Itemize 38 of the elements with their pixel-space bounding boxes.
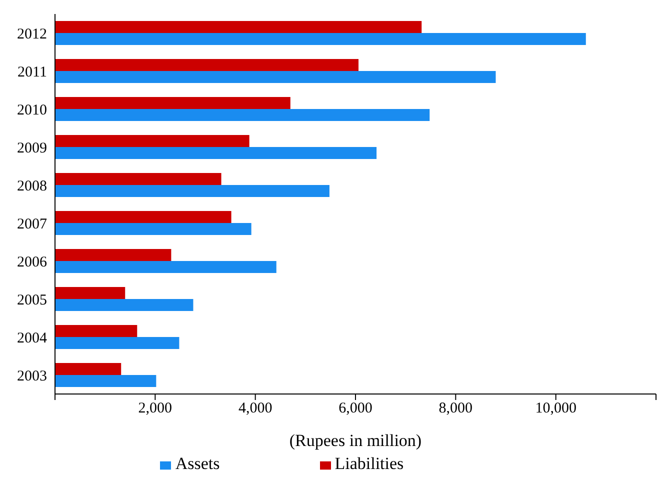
bar	[55, 299, 194, 311]
bar	[55, 97, 290, 109]
x-tick-label: 4,000	[238, 400, 272, 417]
y-tick-label: 2006	[17, 254, 48, 270]
y-tick-label: 2012	[17, 26, 47, 42]
bar	[55, 337, 180, 349]
bar	[55, 261, 276, 273]
bar	[55, 135, 250, 147]
x-tick-label: 6,000	[338, 400, 372, 417]
bar	[55, 59, 359, 71]
y-tick-label: 2003	[17, 368, 47, 384]
x-axis-title: (Rupees in million)	[289, 431, 422, 450]
x-tick-label: 2,000	[138, 400, 172, 417]
x-tick-label: 10,000	[535, 400, 576, 417]
bar	[55, 71, 496, 83]
bar	[55, 109, 430, 121]
bar	[55, 249, 172, 261]
y-tick-label: 2004	[17, 330, 48, 346]
bar	[55, 21, 422, 33]
bar	[55, 33, 586, 45]
y-tick-label: 2007	[17, 216, 48, 232]
bar	[55, 211, 232, 223]
bar	[55, 287, 126, 299]
bar	[55, 325, 138, 337]
bar	[55, 173, 222, 185]
bar	[55, 185, 330, 197]
y-tick-label: 2010	[17, 102, 47, 118]
legend-label: Liabilities	[334, 454, 404, 473]
y-tick-label: 2011	[18, 64, 47, 80]
legend-label: Assets	[175, 454, 220, 473]
y-tick-label: 2008	[17, 178, 47, 194]
bar	[55, 147, 377, 159]
x-tick-label: 8,000	[438, 400, 473, 417]
bar	[55, 375, 156, 387]
bar	[55, 223, 252, 235]
y-tick-label: 2009	[17, 140, 47, 156]
y-tick-label: 2005	[17, 292, 47, 308]
bar	[55, 363, 122, 375]
